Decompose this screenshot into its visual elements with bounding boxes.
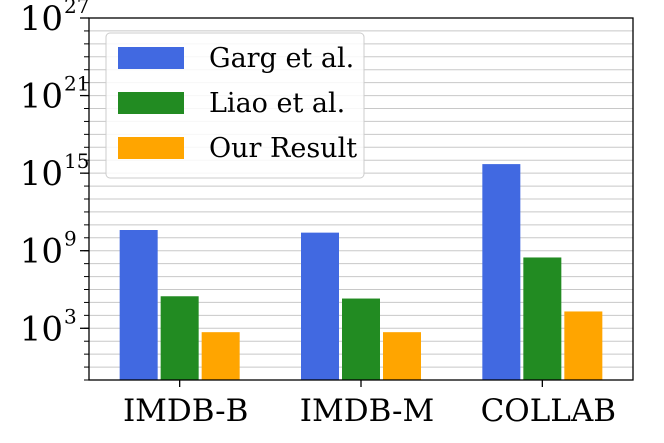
x-tick-label: COLLAB bbox=[481, 393, 616, 429]
bar-imdb-m-2 bbox=[383, 332, 421, 380]
legend-label: Our Result bbox=[209, 133, 357, 164]
legend-swatch bbox=[118, 92, 184, 114]
y-tick-exponent: 15 bbox=[64, 149, 89, 173]
y-tick-exponent: 27 bbox=[64, 0, 89, 18]
bars bbox=[119, 164, 603, 380]
axis-ticks bbox=[80, 17, 543, 387]
y-tick-label: 10 bbox=[20, 0, 63, 39]
y-tick-label: 10 bbox=[20, 232, 63, 272]
x-tick-label: IMDB-M bbox=[300, 393, 434, 429]
bar-collab-2 bbox=[564, 311, 603, 380]
x-tick-label: IMDB-B bbox=[123, 393, 248, 429]
y-tick-exponent: 9 bbox=[64, 227, 77, 251]
y-tick-label: 10 bbox=[20, 77, 63, 117]
y-tick-exponent: 3 bbox=[64, 304, 77, 328]
bar-imdb-b-0 bbox=[119, 230, 158, 380]
bar-collab-1 bbox=[523, 257, 562, 380]
y-tick-label: 10 bbox=[20, 309, 63, 349]
legend: Garg et al. Liao et al. Our Result bbox=[105, 32, 365, 179]
y-tick-exponent: 21 bbox=[64, 72, 89, 96]
legend-label: Garg et al. bbox=[209, 43, 354, 74]
bar-imdb-b-1 bbox=[160, 296, 199, 380]
legend-swatch bbox=[118, 137, 184, 159]
legend-swatch bbox=[118, 47, 184, 69]
bar-collab-0 bbox=[482, 164, 521, 380]
y-tick-label: 10 bbox=[20, 154, 63, 194]
bar-imdb-m-1 bbox=[342, 298, 380, 380]
bar-imdb-b-2 bbox=[201, 332, 240, 380]
bar-imdb-m-0 bbox=[301, 232, 339, 380]
legend-label: Liao et al. bbox=[209, 88, 345, 119]
